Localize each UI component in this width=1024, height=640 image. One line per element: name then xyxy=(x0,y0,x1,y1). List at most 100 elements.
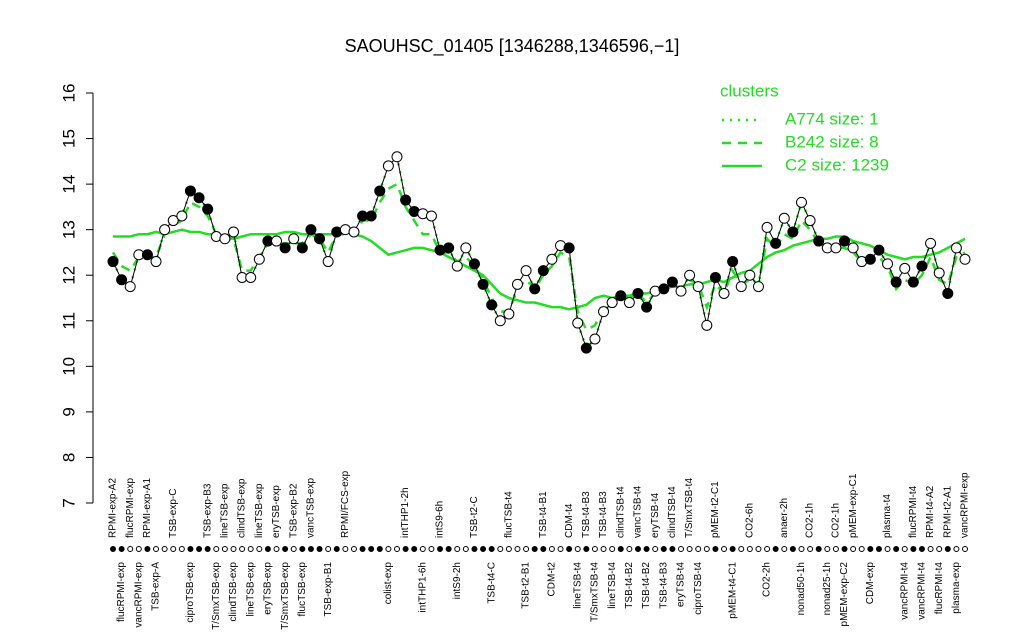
rug-point xyxy=(196,546,203,552)
rug-point xyxy=(454,546,461,552)
rug-point xyxy=(841,546,848,552)
rug-point xyxy=(678,546,684,552)
rug-point xyxy=(488,546,495,552)
rug-point xyxy=(884,546,891,552)
data-point xyxy=(804,215,816,227)
data-point xyxy=(425,210,437,222)
data-point xyxy=(288,233,300,245)
rug-point xyxy=(118,546,125,552)
data-point xyxy=(546,253,558,265)
rug-point xyxy=(144,546,151,552)
x-tick-label: RPMI-t2-A1 xyxy=(942,485,953,538)
rug-point xyxy=(264,546,271,552)
x-tick-label: vancTSB-t4 xyxy=(633,485,644,538)
rug-point xyxy=(557,546,564,552)
rug-point xyxy=(798,546,805,552)
rug-point xyxy=(927,546,934,552)
data-point xyxy=(632,287,644,299)
rug-point xyxy=(170,546,177,552)
x-tick-label: RPMI-exp-A1 xyxy=(142,478,153,538)
x-tick-label: anaer-2h xyxy=(779,498,790,538)
data-point xyxy=(890,276,902,288)
data-point xyxy=(658,283,670,295)
data-point xyxy=(202,203,214,215)
rug-point xyxy=(858,546,865,552)
data-point xyxy=(296,242,308,254)
rug-point xyxy=(394,546,400,552)
rug-point xyxy=(376,546,383,552)
rug-point xyxy=(110,546,116,552)
x-tick-label: TSB-t4-B1 xyxy=(538,491,549,538)
rug-point xyxy=(462,546,469,552)
rug-point xyxy=(643,546,650,552)
x-tick-label: plasma-exp xyxy=(951,562,962,614)
data-point xyxy=(391,151,403,163)
data-point xyxy=(615,290,627,302)
data-point xyxy=(563,242,575,254)
data-point xyxy=(744,269,756,281)
x-tick-label: CO2-6h xyxy=(744,503,755,538)
rug-point xyxy=(333,546,340,552)
rug-point xyxy=(566,546,573,552)
rug-point xyxy=(385,546,392,552)
data-point xyxy=(770,237,782,249)
rug-point xyxy=(944,546,951,552)
data-point xyxy=(709,272,721,283)
data-point xyxy=(752,281,764,293)
x-tick-label: TSB-exp-C xyxy=(168,489,179,538)
data-point xyxy=(486,299,498,311)
rug-point xyxy=(325,546,332,552)
x-tick-label: RPMI/FCS-exp xyxy=(340,470,351,538)
rug-point xyxy=(161,546,168,552)
x-tick-label: clindTSB-t4 xyxy=(615,486,626,538)
data-point xyxy=(245,272,257,283)
data-point xyxy=(219,233,231,245)
x-tick-label: lineTSB-exp xyxy=(220,483,231,538)
rug-point xyxy=(772,546,779,552)
rug-point xyxy=(316,546,323,552)
data-point xyxy=(227,226,239,238)
y-tick-label: 16 xyxy=(59,84,78,103)
rug-point xyxy=(962,546,968,552)
legend-label: B242 size: 8 xyxy=(785,132,879,151)
data-point xyxy=(477,278,489,290)
data-point xyxy=(271,235,283,247)
x-tick-label: flucTSB-exp xyxy=(297,562,308,617)
x-tick-label: intTHP1-2h xyxy=(400,487,411,538)
data-point xyxy=(529,283,541,295)
data-point xyxy=(701,319,713,331)
rug-point xyxy=(221,546,228,552)
rug-point xyxy=(583,546,590,552)
rug-point xyxy=(230,546,237,552)
y-tick-label: 14 xyxy=(59,175,78,194)
rug-point xyxy=(953,546,960,552)
data-point xyxy=(253,253,265,265)
data-point xyxy=(348,226,360,238)
rug-point xyxy=(893,546,900,552)
data-point xyxy=(460,242,472,254)
data-point xyxy=(382,160,394,172)
rug-point xyxy=(746,546,753,552)
data-point xyxy=(184,185,196,197)
data-point xyxy=(305,224,317,236)
rug-point xyxy=(936,546,943,552)
data-point xyxy=(141,249,153,261)
x-tick-label: flucRPMI-exp xyxy=(125,478,136,538)
data-point xyxy=(116,274,128,286)
rug-point xyxy=(480,546,487,552)
data-point xyxy=(882,258,894,270)
data-point xyxy=(374,185,386,197)
rug-point xyxy=(609,546,616,552)
rug-point xyxy=(789,546,796,552)
data-point xyxy=(830,242,842,254)
rug-point xyxy=(247,546,254,552)
data-point xyxy=(150,256,162,268)
data-point xyxy=(443,242,455,254)
data-point xyxy=(761,221,773,233)
x-tick-label: clindTSB-exp xyxy=(228,562,239,622)
x-tick-label: vancRPMI-exp xyxy=(960,472,971,538)
x-tick-label: clindTSB-exp xyxy=(237,478,248,538)
rug-point xyxy=(910,546,917,552)
data-point xyxy=(666,276,678,288)
data-point xyxy=(675,285,687,297)
